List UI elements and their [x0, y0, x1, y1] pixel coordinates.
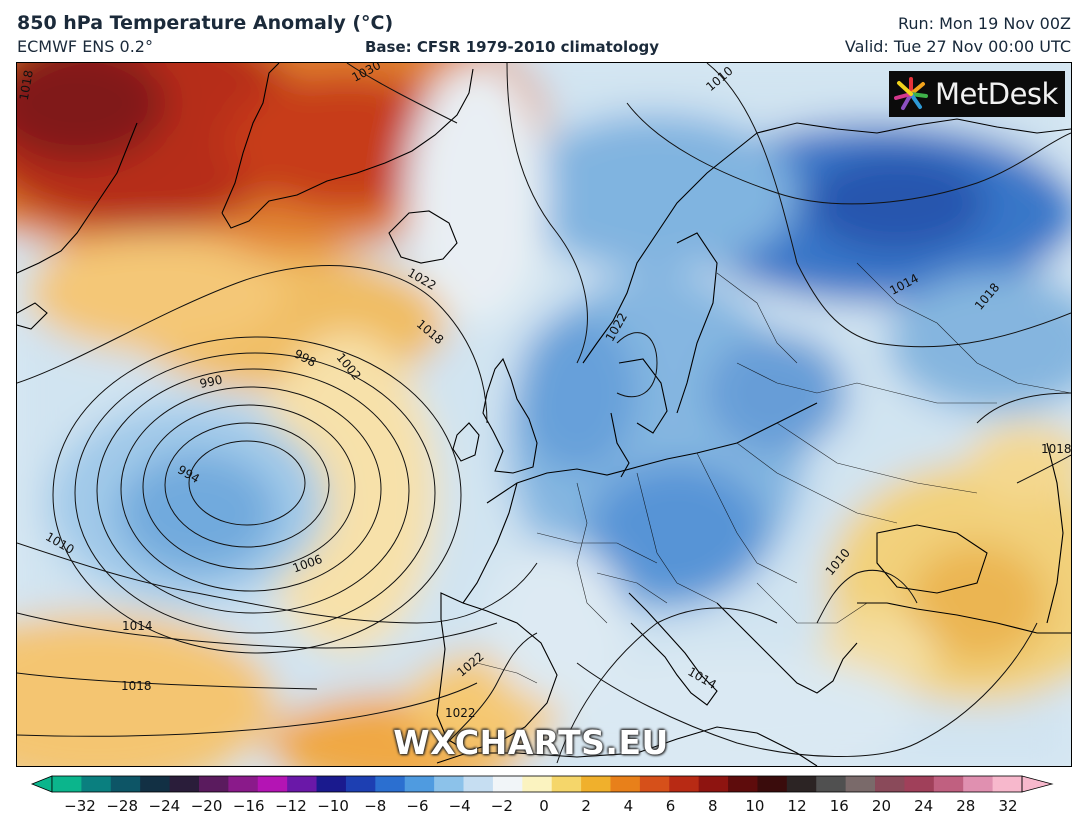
colorbar-tick-label: −12	[275, 797, 307, 815]
anomaly-map: 1030 1018 1010 1022 1018 998 1002 990 99…	[16, 62, 1072, 767]
coastlines	[17, 63, 1071, 766]
metdesk-logo-text: MetDesk	[935, 77, 1058, 111]
colorbar-swatch	[316, 776, 347, 792]
colorbar-swatch	[463, 776, 494, 792]
anomaly-field	[17, 63, 1071, 766]
colorbar-tick-label: 10	[745, 797, 765, 815]
colorbar-tick-label: 20	[871, 797, 891, 815]
colorbar-swatch	[551, 776, 582, 792]
colorbar-swatch	[698, 776, 729, 792]
colorbar-swatch	[52, 776, 82, 792]
map-canvas: 1030 1018 1010 1022 1018 998 1002 990 99…	[17, 63, 1071, 766]
colorbar-swatch	[522, 776, 553, 792]
isobar-label: 1018	[1041, 442, 1071, 456]
colorbar-swatch	[228, 776, 259, 792]
colorbar-min-arrow	[30, 775, 53, 793]
isobar-label: 1022	[445, 706, 476, 720]
colorbar-tick-label: 32	[998, 797, 1018, 815]
country-borders	[476, 262, 1071, 684]
colorbar-swatch	[81, 776, 112, 792]
colorbar-swatch	[933, 776, 964, 792]
colorbar-tick-label: −24	[148, 797, 181, 815]
isobar-label: 1014	[122, 619, 153, 633]
colorbar-swatch	[287, 776, 318, 792]
colorbar-swatch	[728, 776, 759, 792]
colorbar-swatch	[110, 776, 141, 792]
chart-title: 850 hPa Temperature Anomaly (°C)	[17, 12, 394, 34]
colorbar-tick-label: −8	[364, 797, 387, 815]
colorbar-max-arrow	[1021, 775, 1054, 793]
colorbar-tick-label: −28	[106, 797, 138, 815]
colorbar-tick-label: −20	[190, 797, 223, 815]
colorbar-tick-label: 6	[665, 797, 676, 815]
colorbar-tick-label: −16	[232, 797, 265, 815]
colorbar-swatch	[963, 776, 994, 792]
colorbar-swatch	[904, 776, 935, 792]
isobar-label: 1018	[121, 679, 152, 693]
colorbar-swatch	[757, 776, 788, 792]
colorbar-tick-label: −2	[490, 797, 513, 815]
colorbar-swatch	[875, 776, 906, 792]
run-time-label: Run: Mon 19 Nov 00Z	[897, 14, 1071, 33]
colorbar-tick-label: 24	[914, 797, 934, 815]
metdesk-logo: MetDesk	[889, 71, 1065, 117]
colorbar-swatch	[581, 776, 612, 792]
wxcharts-watermark: WXCHARTS.EU	[393, 723, 669, 762]
colorbar-swatch	[610, 776, 641, 792]
colorbar-swatch	[639, 776, 670, 792]
isobars	[17, 63, 1071, 764]
colorbar-swatch	[198, 776, 229, 792]
colorbar-tick-label: 12	[787, 797, 807, 815]
colorbar-swatch	[375, 776, 406, 792]
colorbar	[0, 772, 1088, 832]
colorbar-swatch	[669, 776, 700, 792]
colorbar-tick-label: 16	[829, 797, 849, 815]
colorbar-swatch	[434, 776, 465, 792]
isobar-label: 990	[198, 373, 223, 391]
colorbar-gradient	[30, 775, 1054, 793]
colorbar-swatch	[816, 776, 847, 792]
colorbar-swatch	[845, 776, 876, 792]
colorbar-tick-label: −32	[64, 797, 96, 815]
colorbar-swatch	[786, 776, 817, 792]
colorbar-tick-label: 0	[539, 797, 549, 815]
colorbar-tick-label: 8	[707, 797, 718, 815]
metdesk-pinwheel-icon	[894, 77, 928, 110]
colorbar-border	[51, 775, 1023, 793]
colorbar-swatch	[492, 776, 523, 792]
colorbar-tick-label: −4	[448, 797, 471, 815]
valid-time-label: Valid: Tue 27 Nov 00:00 UTC	[844, 37, 1071, 56]
colorbar-swatch	[992, 776, 1023, 792]
colorbar-swatch	[169, 776, 200, 792]
colorbar-tick-label: 2	[581, 797, 591, 815]
isobar-label: 1018	[17, 69, 36, 102]
colorbar-swatch	[140, 776, 171, 792]
colorbar-swatch	[345, 776, 376, 792]
model-label: ECMWF ENS 0.2°	[17, 37, 153, 56]
colorbar-tick-labels: −32 −28 −24 −20 −16 −12 −10 −8 −6 −4 −2 0 2 4 6 8 10 12 16…	[0, 797, 1088, 821]
colorbar-swatch	[404, 776, 435, 792]
colorbar-tick-label: 28	[956, 797, 976, 815]
colorbar-tick-label: 4	[623, 797, 634, 815]
colorbar-tick-label: −10	[317, 797, 349, 815]
colorbar-swatch	[257, 776, 288, 792]
climatology-base-label: Base: CFSR 1979-2010 climatology	[365, 38, 660, 56]
colorbar-tick-label: −6	[406, 797, 429, 815]
